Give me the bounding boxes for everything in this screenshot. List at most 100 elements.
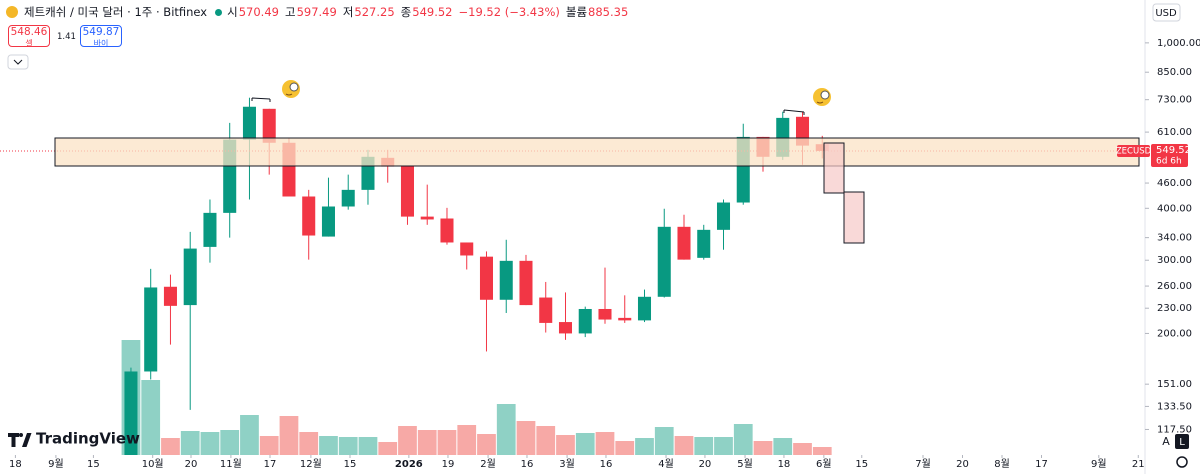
tradingview-logo xyxy=(8,433,32,447)
symbol-tag-text: ZECUSD xyxy=(1116,146,1152,156)
projection-box xyxy=(843,191,865,244)
candle-body xyxy=(124,371,138,455)
sell-label: 셀 xyxy=(25,39,33,48)
x-tick-label: 9월 xyxy=(1091,458,1107,470)
y-tick-label: 340.00 xyxy=(1157,233,1192,244)
candle-body xyxy=(519,260,533,306)
candle-body xyxy=(677,226,691,260)
auto-scale-button[interactable]: A xyxy=(1162,435,1170,448)
status-dot xyxy=(215,8,223,16)
y-tick-label: 260.00 xyxy=(1157,281,1192,292)
candle-body xyxy=(716,202,731,230)
volume-bar xyxy=(437,429,457,455)
y-tick-label: 151.00 xyxy=(1157,379,1192,390)
volume-bar xyxy=(575,432,595,455)
x-tick-label: 4월 xyxy=(658,458,674,470)
volume-bar xyxy=(398,426,417,455)
sell-button[interactable]: 548.46 셀 xyxy=(8,25,50,48)
volume-bar xyxy=(299,432,319,455)
symbol: 제트캐쉬 / 미국 달러 · 1주 · Bitfinex xyxy=(24,5,208,19)
candle-body xyxy=(578,308,592,334)
candle-body xyxy=(400,165,414,217)
volume-bar xyxy=(733,423,753,455)
candle-body xyxy=(321,206,335,237)
x-tick-label: 3월 xyxy=(559,458,575,470)
log-button-bg[interactable] xyxy=(1175,434,1189,449)
candle-body xyxy=(479,256,493,300)
candle-body xyxy=(183,248,197,306)
volume-bar xyxy=(279,416,299,455)
x-tick-label: 7월 xyxy=(915,458,931,470)
x-tick-label: 16 xyxy=(521,459,534,470)
volume-bar xyxy=(773,438,793,455)
x-tick-label: 18 xyxy=(9,459,22,470)
bracket-drawing xyxy=(783,109,805,115)
volume-bar xyxy=(714,437,733,455)
volume-bar xyxy=(358,437,378,455)
y-tick-label: 133.50 xyxy=(1157,401,1192,412)
x-tick-label: 2026 xyxy=(395,459,423,470)
currency-button[interactable] xyxy=(1152,3,1181,22)
x-tick-label: 2월 xyxy=(480,458,496,470)
plot xyxy=(0,97,1145,455)
candle-body xyxy=(440,218,454,243)
volume-bar xyxy=(180,431,200,455)
volume-bar xyxy=(378,441,398,455)
x-tick-label: 15 xyxy=(855,459,868,470)
emoji xyxy=(813,88,831,106)
currency: USD xyxy=(1155,8,1177,19)
low-value: 527.25 xyxy=(354,5,395,19)
x-tick-label: 15 xyxy=(87,459,100,470)
candle-body xyxy=(262,108,276,143)
projection-box xyxy=(823,142,845,194)
candle-body xyxy=(302,196,316,236)
volume-bar xyxy=(319,435,338,455)
volume-bar xyxy=(694,437,714,455)
candle-body xyxy=(499,260,513,300)
low-label: 저 xyxy=(342,5,354,19)
volume-bar xyxy=(536,426,556,455)
change: −19.52 (−3.43%) xyxy=(458,5,560,19)
volume-bar xyxy=(240,414,259,455)
candle-body xyxy=(657,226,671,297)
x-tick-label: 17 xyxy=(1035,459,1048,470)
y-tick-label: 850.00 xyxy=(1157,67,1192,78)
log-scale-button[interactable]: L xyxy=(1179,437,1185,448)
buy-button[interactable]: 549.87 바이 xyxy=(80,25,122,48)
x-tick-label: 12월 xyxy=(300,458,322,470)
x-tick-label: 18 xyxy=(778,459,791,470)
open-label: 시 xyxy=(227,5,238,19)
x-tick-label: 6월 xyxy=(816,458,832,470)
y-tick-label: 300.00 xyxy=(1157,255,1192,266)
candle-body xyxy=(637,296,652,321)
x-tick-label: 11월 xyxy=(220,458,242,470)
y-tick-label: 730.00 xyxy=(1157,95,1192,106)
x-tick-label: 17 xyxy=(264,459,277,470)
volume-bar xyxy=(477,434,496,455)
y-tick-label: 230.00 xyxy=(1157,303,1192,314)
price-tag-countdown: 6d 6h xyxy=(1156,156,1182,166)
candle-body xyxy=(163,286,177,306)
spread: 1.41 xyxy=(57,32,76,42)
volume-bar xyxy=(161,438,180,455)
volume-label: 볼륨 xyxy=(565,5,588,19)
x-tick-label: 20 xyxy=(956,459,969,470)
legend-header: 제트캐쉬 / 미국 달러 · 1주 · Bitfinex 시 570.49 고 59… xyxy=(6,4,634,20)
candle-body xyxy=(144,287,158,372)
open-value: 570.49 xyxy=(238,5,279,19)
volume-bar xyxy=(556,435,575,455)
volume-bar xyxy=(635,438,654,455)
candle-body xyxy=(460,242,474,256)
high-value: 597.49 xyxy=(296,5,337,19)
settings-button[interactable] xyxy=(1176,456,1188,468)
close-label: 종 xyxy=(400,5,412,19)
price-tag-value: 549.52 xyxy=(1156,145,1191,156)
sell-price: 548.46 xyxy=(10,26,48,38)
x-tick-label: 5월 xyxy=(737,458,753,470)
collapse-button[interactable] xyxy=(7,54,29,70)
x-tick-label: 21 xyxy=(1132,459,1145,470)
chevron xyxy=(13,59,23,65)
close-value: 549.52 xyxy=(412,5,453,19)
volume-bar xyxy=(141,380,161,455)
